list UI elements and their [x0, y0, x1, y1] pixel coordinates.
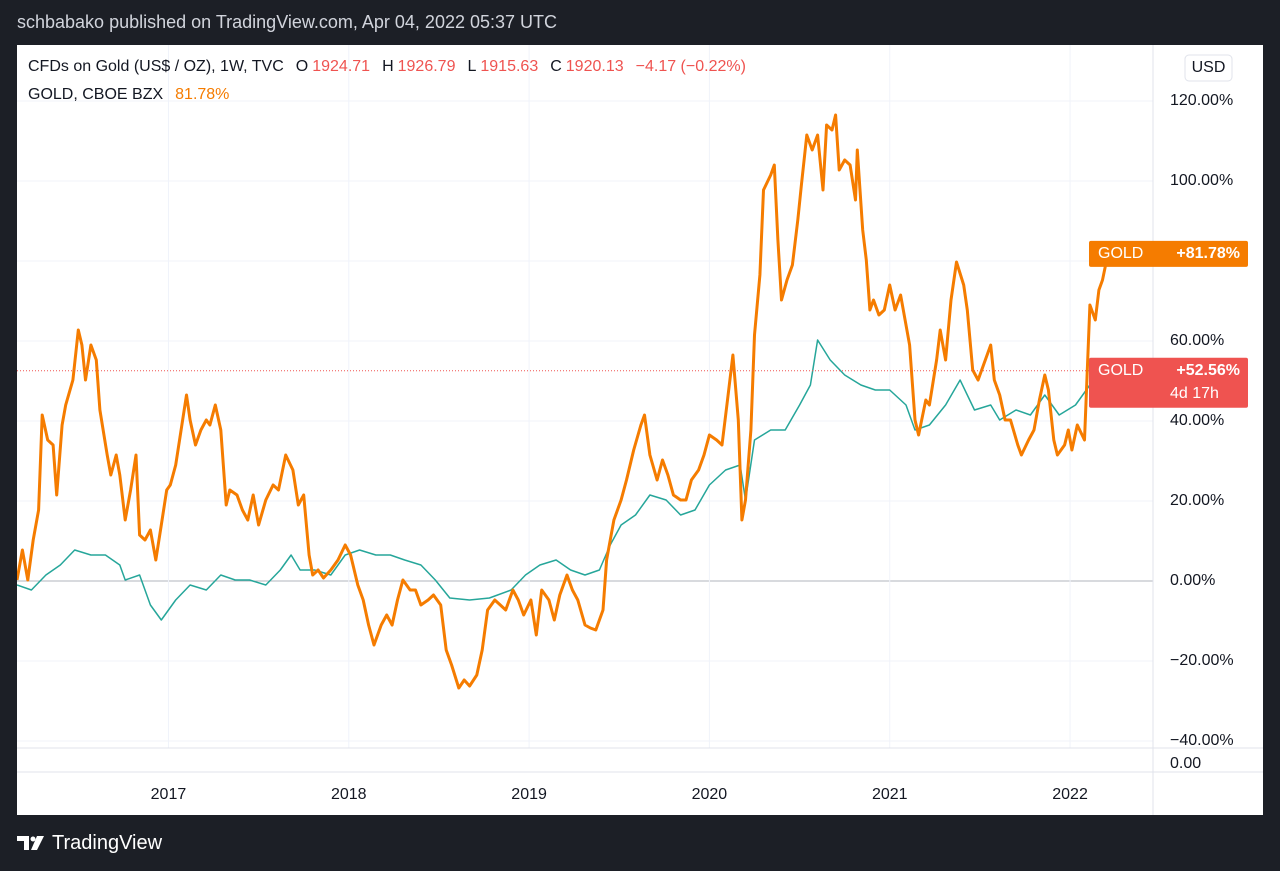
y-tick-label: 100.00%: [1170, 172, 1233, 189]
ohlc-key: L: [467, 58, 477, 75]
series-line: [17, 113, 1110, 690]
unit-button[interactable]: [1184, 54, 1233, 82]
published-info: schbabako published on TradingView.com, …: [17, 12, 558, 32]
x-tick-label: 2021: [872, 786, 908, 803]
badge-value: +81.78%: [1176, 245, 1240, 262]
legend-value: 81.78%: [175, 86, 230, 103]
x-tick-label: 2017: [151, 786, 187, 803]
ohlc-key: C: [550, 58, 562, 75]
y-tick-label: 20.00%: [1170, 492, 1224, 509]
series-line: [17, 339, 1109, 621]
y-tick-label: 0.00%: [1170, 572, 1215, 589]
ohlc-value: 1915.63: [480, 58, 539, 75]
badge-value: +52.56%: [1176, 362, 1240, 379]
badge-name: GOLD: [1098, 362, 1143, 379]
x-tick-label: 2020: [692, 786, 728, 803]
x-tick-label: 2022: [1052, 786, 1088, 803]
price-labels: GOLD +81.78% GOLD +52.56% 4d 17h: [1089, 240, 1248, 408]
y-tick-label: 120.00%: [1170, 92, 1233, 109]
x-tick-label: 2018: [331, 786, 367, 803]
footer-brand: TradingView: [52, 832, 163, 854]
price-badge: [1089, 357, 1248, 408]
ohlc-key: H: [382, 58, 394, 75]
sub-pane-label: 0.00: [1170, 755, 1201, 772]
badge-name: GOLD: [1098, 245, 1143, 262]
y-tick-label: −40.00%: [1170, 732, 1234, 749]
price-badge: [1089, 240, 1248, 267]
x-tick-label: 2019: [511, 786, 547, 803]
ohlc-key: O: [295, 58, 309, 75]
legend-series-name: GOLD, CBOE BZX: [28, 86, 164, 103]
legend-series-name: CFDs on Gold (US$ / OZ), 1W, TVC: [28, 58, 284, 75]
logo: [17, 836, 44, 850]
unit-label[interactable]: USD: [1192, 59, 1226, 76]
ohlc-value: 1920.13: [565, 58, 624, 75]
plot-area: [17, 113, 1153, 690]
legend-row: GOLD, CBOE BZX 81.78%: [28, 86, 229, 104]
grid: [17, 45, 1153, 748]
ohlc-value: 1926.79: [397, 58, 456, 75]
ohlc-value: 1924.71: [312, 58, 371, 75]
legend-row: CFDs on Gold (US$ / OZ), 1W, TVC O 1924.7…: [28, 58, 746, 76]
badge-countdown: 4d 17h: [1170, 385, 1219, 402]
y-tick-label: −20.00%: [1170, 652, 1234, 669]
change: −4.17 (−0.22%): [635, 58, 746, 75]
y-tick-label: 60.00%: [1170, 332, 1224, 349]
y-tick-label: 40.00%: [1170, 412, 1224, 429]
